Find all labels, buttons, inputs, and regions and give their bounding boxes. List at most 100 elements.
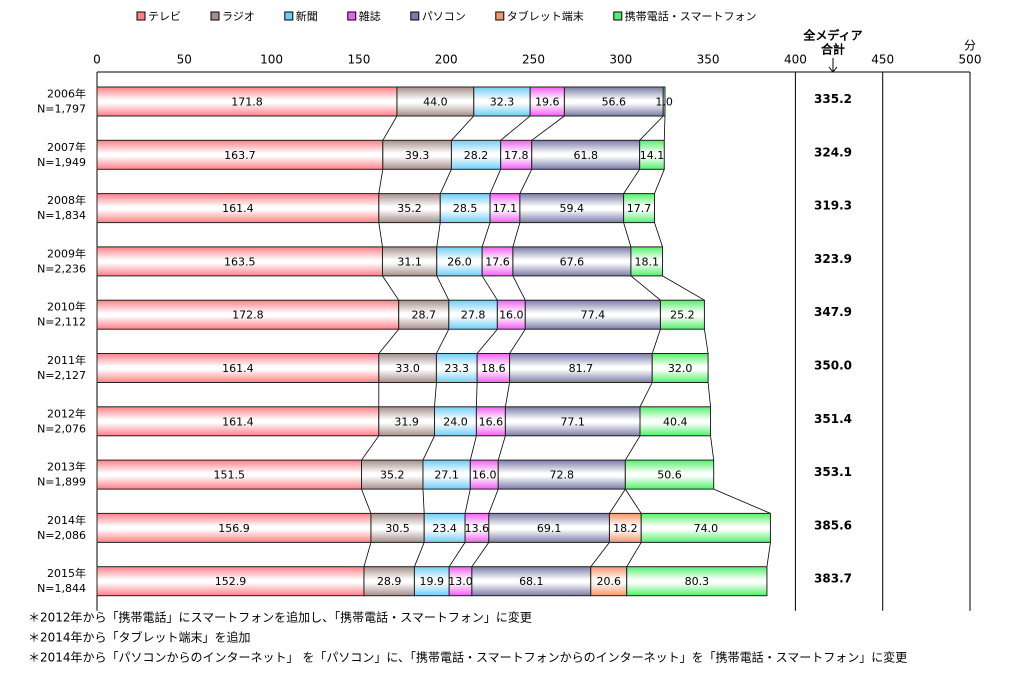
connector (500, 115, 531, 141)
value-label: 30.5 (385, 522, 410, 535)
bar-segment (563, 86, 664, 117)
legend-swatch (410, 11, 420, 21)
sample-size: N=2,127 (37, 369, 86, 382)
value-label: 56.6 (602, 96, 627, 109)
connector (639, 382, 653, 407)
arrow (828, 58, 838, 73)
connector (464, 489, 471, 514)
legend-swatch (210, 11, 220, 21)
legend-label: タブレット端末 (507, 9, 584, 23)
bar-segment (651, 353, 709, 383)
category-label: 2014年 (47, 513, 86, 527)
bar-segment (413, 566, 450, 597)
connector (625, 488, 642, 514)
bar-segment (378, 406, 436, 437)
totals-title: 全メディア (802, 28, 862, 43)
sample-size: N=2,076 (37, 422, 86, 435)
value-label: 20.6 (597, 575, 622, 588)
connector (469, 435, 477, 461)
total-label: 353.1 (814, 465, 852, 479)
value-label: 18.1 (634, 255, 659, 268)
bar-segment (96, 193, 380, 224)
connector (623, 222, 632, 248)
bar-segment (639, 406, 712, 437)
connector (448, 542, 466, 567)
connector (436, 275, 450, 301)
value-label: 77.1 (560, 415, 585, 428)
bar-segment (497, 459, 626, 490)
bar-segment (96, 353, 380, 383)
value-label: 23.3 (445, 362, 470, 375)
x-tick-label: 400 (784, 53, 807, 67)
value-label: 32.3 (490, 96, 515, 109)
sample-size: N=1,844 (37, 582, 86, 595)
value-label: 31.9 (394, 415, 419, 428)
total-label: 323.9 (814, 252, 852, 266)
connector (531, 115, 565, 141)
value-label: 19.6 (535, 96, 560, 109)
connector (519, 169, 533, 194)
value-label: 69.1 (537, 522, 562, 535)
connector (497, 435, 506, 461)
bar-segment (450, 139, 502, 170)
value-label: 16.0 (499, 309, 524, 322)
x-tick-label: 100 (260, 53, 283, 67)
connector (639, 115, 664, 141)
value-label: 18.6 (481, 362, 506, 375)
value-label: 61.8 (573, 149, 598, 162)
category-label: 2008年 (47, 193, 86, 207)
legend-label: ラジオ (222, 10, 255, 23)
bar-segment (662, 86, 666, 117)
legend-label: 携帯電話・スマートフォン (625, 9, 757, 23)
x-tick-label: 450 (871, 53, 894, 67)
bar-segment (96, 246, 383, 277)
legend-label: 雑誌 (359, 9, 381, 23)
connector (509, 328, 526, 354)
value-label: 25.2 (670, 309, 695, 322)
connector (476, 328, 498, 354)
bar-segment (509, 353, 653, 383)
legend-label: 新聞 (296, 9, 318, 23)
value-label: 59.4 (559, 202, 584, 215)
bar-segment (96, 566, 365, 597)
totals-title: 合計 (821, 42, 845, 57)
bar-segment (630, 246, 664, 277)
connector (439, 169, 452, 194)
value-label: 27.8 (461, 309, 486, 322)
total-label: 319.3 (814, 199, 852, 213)
value-label: 163.5 (224, 255, 256, 268)
value-label: 28.5 (453, 202, 478, 215)
value-label: 14.1 (640, 149, 665, 162)
connector (489, 169, 502, 194)
connector (630, 275, 661, 301)
bar-segment (469, 459, 499, 490)
bar-segment (361, 459, 424, 490)
note: ＊2012年から「携帯電話」にスマートフォンを追加し、「携帯電話・スマートフォン… (28, 610, 532, 625)
value-label: 39.3 (405, 149, 430, 162)
bar-segment (590, 566, 628, 597)
bar-segment (524, 299, 661, 330)
sample-size: N=1,899 (37, 476, 86, 489)
connector (609, 488, 626, 514)
total-label: 351.4 (814, 412, 852, 426)
connector (481, 275, 498, 301)
bar-segment (519, 193, 625, 224)
value-label: 80.3 (685, 575, 710, 588)
value-label: 161.4 (222, 415, 254, 428)
value-label: 72.8 (550, 469, 575, 482)
legend-swatch (495, 11, 505, 21)
bar-segment (488, 512, 610, 543)
bar-segment (363, 566, 415, 597)
note: ＊2014年から「タブレット端末」を追加 (28, 630, 251, 645)
x-tick-label: 0 (93, 53, 101, 67)
bar-segment (608, 512, 642, 543)
connector (481, 222, 491, 248)
value-label: 74.0 (694, 522, 719, 535)
bar-segment (439, 193, 491, 224)
bar-segment (382, 139, 452, 170)
connector (710, 435, 715, 461)
bar-segment (531, 139, 641, 170)
value-label: 35.2 (380, 469, 405, 482)
connector (704, 329, 709, 354)
sample-size: N=2,236 (37, 262, 86, 275)
